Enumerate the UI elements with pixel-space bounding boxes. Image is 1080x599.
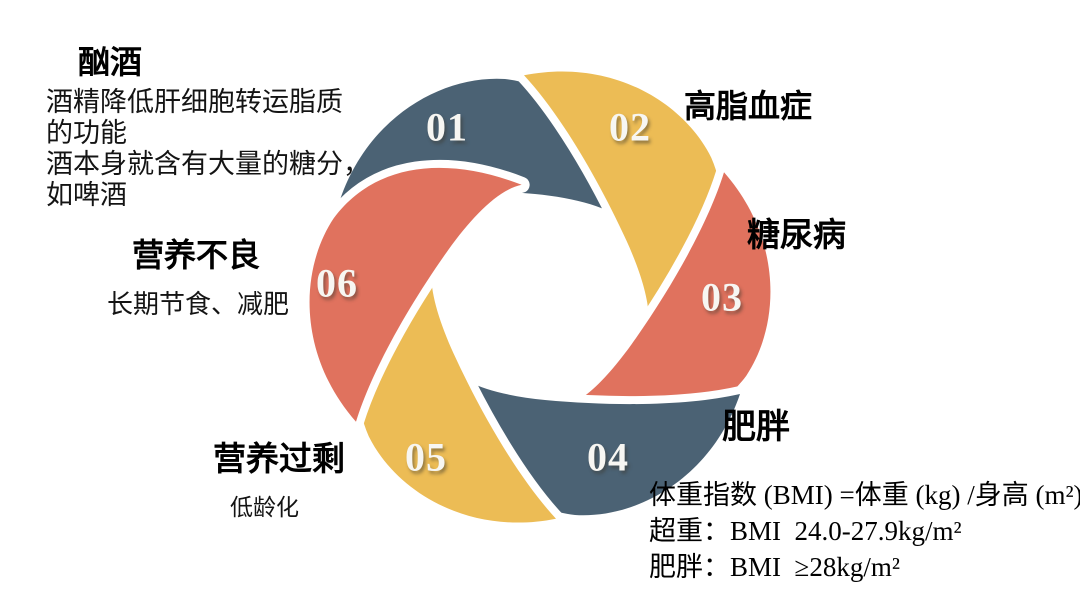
bmi-definition: 体重指数 (BMI) =体重 (kg) /身高 (m²) 超重：BMI 24.0… xyxy=(649,477,1080,585)
alcohol-description-line-1: 酒精降低肝细胞转运脂质 xyxy=(46,87,343,117)
malnutrition-description: 长期节食、减肥 xyxy=(107,284,289,321)
alcohol-description-line-3: 酒本身就含有大量的糖分， xyxy=(46,149,370,179)
malnutrition-description-line: 长期节食、减肥 xyxy=(107,289,290,319)
petal-06-number: 06 xyxy=(316,260,358,306)
petal-02-number: 02 xyxy=(609,104,651,150)
petal-04-number: 04 xyxy=(587,434,629,480)
petal-01-number: 01 xyxy=(426,104,468,150)
malnutrition-title: 营养不良 xyxy=(132,237,261,273)
obesity-title: 肥胖 xyxy=(722,408,790,446)
diabetes-title: 糖尿病 xyxy=(747,216,846,253)
overnutrition-title: 营养过剩 xyxy=(213,440,345,477)
alcohol-description: 酒精降低肝细胞转运脂质 的功能 酒本身就含有大量的糖分， 如啤酒 xyxy=(46,87,370,211)
petal-03-number: 03 xyxy=(701,274,743,320)
bmi-formula-line: 体重指数 (BMI) =体重 (kg) /身高 (m²) xyxy=(649,480,1080,510)
bmi-obese-line: 肥胖：BMI ≥28kg/m² xyxy=(649,552,900,582)
alcohol-title: 酗酒 xyxy=(78,44,143,80)
petal-05-number: 05 xyxy=(405,434,447,480)
bmi-overweight-line: 超重：BMI 24.0-27.9kg/m² xyxy=(649,516,962,546)
petal-06 xyxy=(301,159,530,430)
overnutrition-description: 低龄化 xyxy=(230,488,299,522)
overnutrition-description-line: 低龄化 xyxy=(230,494,299,520)
alcohol-description-line-4: 如啤酒 xyxy=(46,180,127,210)
alcohol-description-line-2: 的功能 xyxy=(46,118,127,148)
hyperlipidemia-title: 高脂血症 xyxy=(684,88,813,124)
